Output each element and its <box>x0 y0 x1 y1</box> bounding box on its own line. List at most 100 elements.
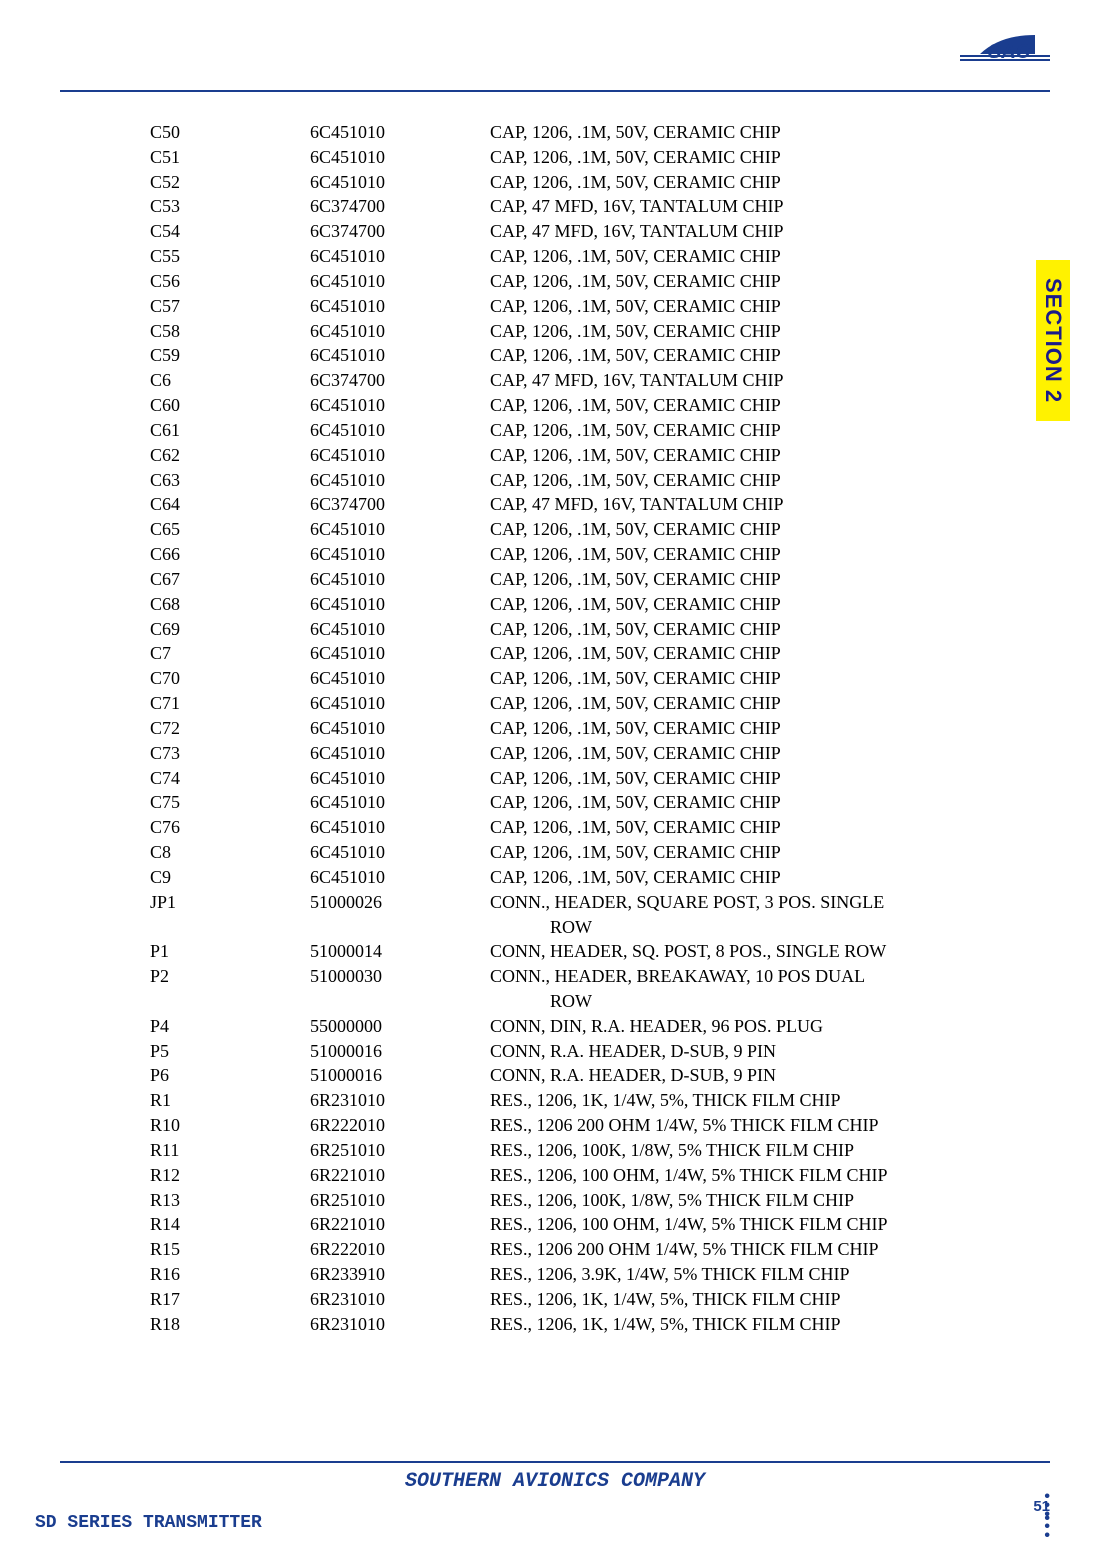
table-row: C706C451010CAP, 1206, .1M, 50V, CERAMIC … <box>150 666 1010 691</box>
table-row: ROW <box>150 915 1010 940</box>
ref-designator: C76 <box>150 815 310 840</box>
description: CAP, 1206, .1M, 50V, CERAMIC CHIP <box>490 319 1010 344</box>
part-number: 6C451010 <box>310 815 490 840</box>
ref-designator <box>150 915 310 940</box>
table-row: P551000016CONN, R.A. HEADER, D-SUB, 9 PI… <box>150 1039 1010 1064</box>
footer-product: SD SERIES TRANSMITTER <box>35 1513 262 1533</box>
table-row: C506C451010CAP, 1206, .1M, 50V, CERAMIC … <box>150 120 1010 145</box>
company-logo: SAC <box>960 30 1050 70</box>
description: CAP, 1206, .1M, 50V, CERAMIC CHIP <box>490 766 1010 791</box>
table-row: C516C451010CAP, 1206, .1M, 50V, CERAMIC … <box>150 145 1010 170</box>
description: RES., 1206, 100 OHM, 1/4W, 5% THICK FILM… <box>490 1212 1010 1237</box>
description: CAP, 1206, .1M, 50V, CERAMIC CHIP <box>490 840 1010 865</box>
description: CAP, 1206, .1M, 50V, CERAMIC CHIP <box>490 443 1010 468</box>
part-number: 6C451010 <box>310 170 490 195</box>
table-row: R106R222010RES., 1206 200 OHM 1/4W, 5% T… <box>150 1113 1010 1138</box>
part-number: 6C451010 <box>310 145 490 170</box>
description: CAP, 1206, .1M, 50V, CERAMIC CHIP <box>490 468 1010 493</box>
table-row: R136R251010RES., 1206, 100K, 1/8W, 5% TH… <box>150 1188 1010 1213</box>
ref-designator: C65 <box>150 517 310 542</box>
table-row: R186R231010RES., 1206, 1K, 1/4W, 5%, THI… <box>150 1312 1010 1337</box>
part-number: 6C451010 <box>310 716 490 741</box>
description: CAP, 1206, .1M, 50V, CERAMIC CHIP <box>490 641 1010 666</box>
ref-designator: C71 <box>150 691 310 716</box>
description: RES., 1206 200 OHM 1/4W, 5% THICK FILM C… <box>490 1237 1010 1262</box>
part-number: 6C451010 <box>310 641 490 666</box>
ref-designator: C66 <box>150 542 310 567</box>
description: CAP, 47 MFD, 16V, TANTALUM CHIP <box>490 492 1010 517</box>
part-number: 6C451010 <box>310 319 490 344</box>
table-row: C536C374700CAP, 47 MFD, 16V, TANTALUM CH… <box>150 194 1010 219</box>
part-number: 6C451010 <box>310 542 490 567</box>
table-row: R176R231010RES., 1206, 1K, 1/4W, 5%, THI… <box>150 1287 1010 1312</box>
table-row: C746C451010CAP, 1206, .1M, 50V, CERAMIC … <box>150 766 1010 791</box>
ref-designator: R12 <box>150 1163 310 1188</box>
part-number: 6C451010 <box>310 741 490 766</box>
ref-designator: C73 <box>150 741 310 766</box>
description: CAP, 47 MFD, 16V, TANTALUM CHIP <box>490 219 1010 244</box>
description: CAP, 1206, .1M, 50V, CERAMIC CHIP <box>490 244 1010 269</box>
description: RES., 1206, 100K, 1/8W, 5% THICK FILM CH… <box>490 1138 1010 1163</box>
table-row: C546C374700CAP, 47 MFD, 16V, TANTALUM CH… <box>150 219 1010 244</box>
description: RES., 1206, 1K, 1/4W, 5%, THICK FILM CHI… <box>490 1088 1010 1113</box>
ref-designator: R16 <box>150 1262 310 1287</box>
description: CAP, 1206, .1M, 50V, CERAMIC CHIP <box>490 393 1010 418</box>
ref-designator: P6 <box>150 1063 310 1088</box>
description: CAP, 1206, .1M, 50V, CERAMIC CHIP <box>490 517 1010 542</box>
ref-designator: C70 <box>150 666 310 691</box>
table-row: C556C451010CAP, 1206, .1M, 50V, CERAMIC … <box>150 244 1010 269</box>
part-number: 6C451010 <box>310 567 490 592</box>
description: CAP, 1206, .1M, 50V, CERAMIC CHIP <box>490 567 1010 592</box>
table-row: C616C451010CAP, 1206, .1M, 50V, CERAMIC … <box>150 418 1010 443</box>
ref-designator: JP1 <box>150 890 310 915</box>
description: CAP, 1206, .1M, 50V, CERAMIC CHIP <box>490 741 1010 766</box>
ref-designator: C63 <box>150 468 310 493</box>
ref-designator: C60 <box>150 393 310 418</box>
ref-designator: R17 <box>150 1287 310 1312</box>
description: CONN, R.A. HEADER, D-SUB, 9 PIN <box>490 1039 1010 1064</box>
description: CAP, 1206, .1M, 50V, CERAMIC CHIP <box>490 418 1010 443</box>
ref-designator: C75 <box>150 790 310 815</box>
ref-designator: P2 <box>150 964 310 989</box>
table-row: C696C451010CAP, 1206, .1M, 50V, CERAMIC … <box>150 617 1010 642</box>
table-row: C606C451010CAP, 1206, .1M, 50V, CERAMIC … <box>150 393 1010 418</box>
ref-designator: C8 <box>150 840 310 865</box>
description: CONN, R.A. HEADER, D-SUB, 9 PIN <box>490 1063 1010 1088</box>
part-number: 6C451010 <box>310 269 490 294</box>
table-row: C726C451010CAP, 1206, .1M, 50V, CERAMIC … <box>150 716 1010 741</box>
description: CONN, HEADER, SQ. POST, 8 POS., SINGLE R… <box>490 939 1010 964</box>
ref-designator: R10 <box>150 1113 310 1138</box>
description: CAP, 1206, .1M, 50V, CERAMIC CHIP <box>490 617 1010 642</box>
ref-designator: R14 <box>150 1212 310 1237</box>
ref-designator: R1 <box>150 1088 310 1113</box>
description: RES., 1206, 1K, 1/4W, 5%, THICK FILM CHI… <box>490 1312 1010 1337</box>
part-number: 6C451010 <box>310 517 490 542</box>
table-row: C626C451010CAP, 1206, .1M, 50V, CERAMIC … <box>150 443 1010 468</box>
table-row: P151000014CONN, HEADER, SQ. POST, 8 POS.… <box>150 939 1010 964</box>
part-number: 6C451010 <box>310 592 490 617</box>
part-number: 6R222010 <box>310 1237 490 1262</box>
part-number: 6R251010 <box>310 1138 490 1163</box>
table-row: C656C451010CAP, 1206, .1M, 50V, CERAMIC … <box>150 517 1010 542</box>
table-row: C716C451010CAP, 1206, .1M, 50V, CERAMIC … <box>150 691 1010 716</box>
part-number: 6C374700 <box>310 368 490 393</box>
part-number: 55000000 <box>310 1014 490 1039</box>
ref-designator: C9 <box>150 865 310 890</box>
part-number: 6C451010 <box>310 343 490 368</box>
part-number: 6C451010 <box>310 418 490 443</box>
table-row: R116R251010RES., 1206, 100K, 1/8W, 5% TH… <box>150 1138 1010 1163</box>
ref-designator: C62 <box>150 443 310 468</box>
description: CAP, 1206, .1M, 50V, CERAMIC CHIP <box>490 716 1010 741</box>
description: CAP, 1206, .1M, 50V, CERAMIC CHIP <box>490 343 1010 368</box>
table-row: C66C374700CAP, 47 MFD, 16V, TANTALUM CHI… <box>150 368 1010 393</box>
ref-designator: C53 <box>150 194 310 219</box>
description: RES., 1206, 100K, 1/8W, 5% THICK FILM CH… <box>490 1188 1010 1213</box>
ref-designator: R15 <box>150 1237 310 1262</box>
part-number: 6C374700 <box>310 492 490 517</box>
ref-designator: C51 <box>150 145 310 170</box>
ref-designator: C50 <box>150 120 310 145</box>
description: RES., 1206, 100 OHM, 1/4W, 5% THICK FILM… <box>490 1163 1010 1188</box>
table-row: C686C451010CAP, 1206, .1M, 50V, CERAMIC … <box>150 592 1010 617</box>
part-number: 6R231010 <box>310 1312 490 1337</box>
description: CAP, 1206, .1M, 50V, CERAMIC CHIP <box>490 691 1010 716</box>
